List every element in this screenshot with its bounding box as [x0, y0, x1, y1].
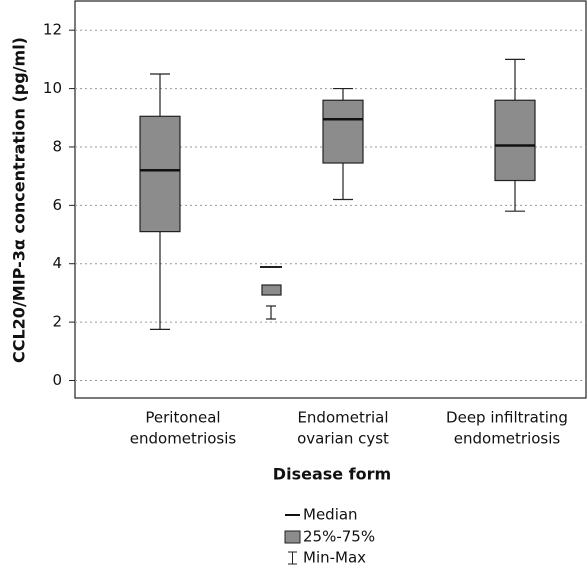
- plot-frame: [74, 0, 587, 399]
- x-axis-label: Disease form: [273, 465, 391, 484]
- legend-box: [284, 530, 301, 544]
- x-tick-label: Deep infiltrating: [446, 409, 568, 427]
- box: [494, 99, 536, 182]
- stray-box: [261, 284, 282, 296]
- y-tick-label: 8: [52, 137, 62, 155]
- box: [322, 99, 364, 164]
- x-tick-label: ovarian cyst: [297, 430, 389, 448]
- y-axis-label: CCL20/MIP-3α concentration (pg/ml): [10, 37, 29, 363]
- box: [139, 115, 181, 233]
- y-tick-label: 4: [52, 254, 62, 272]
- legend-label: Median: [303, 506, 358, 524]
- x-tick-label: Peritoneal: [145, 409, 220, 427]
- stray-symbols: [260, 266, 282, 320]
- y-tick-label: 6: [52, 196, 62, 214]
- y-tick-label: 10: [43, 79, 62, 97]
- x-tick-label: endometriosis: [454, 430, 561, 448]
- y-tick-label: 0: [52, 371, 62, 389]
- legend-label: Min-Max: [303, 549, 366, 567]
- x-tick-label: endometriosis: [130, 430, 237, 448]
- y-tick-label: 12: [43, 21, 62, 39]
- y-tick-label: 2: [52, 313, 62, 331]
- legend-label: 25%-75%: [303, 528, 375, 546]
- x-tick-label: Endometrial: [297, 409, 388, 427]
